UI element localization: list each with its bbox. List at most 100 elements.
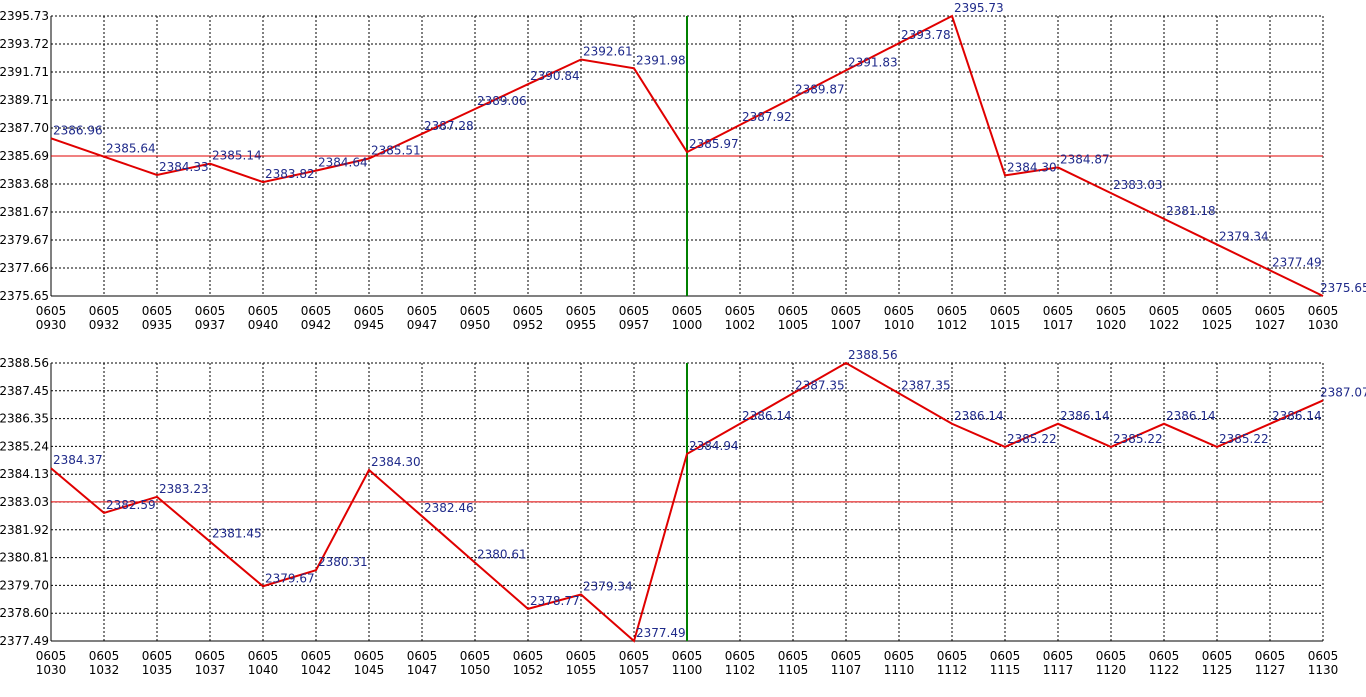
y-tick-label: 2379.67 <box>0 233 49 247</box>
x-tick-label-date: 0605 <box>89 649 120 663</box>
x-tick-label-date: 0605 <box>831 304 862 318</box>
x-tick-label-date: 0605 <box>831 649 862 663</box>
x-tick-label-date: 0605 <box>566 304 597 318</box>
x-tick-label-time: 0940 <box>248 318 279 332</box>
data-point-label: 2395.73 <box>954 1 1004 15</box>
data-point-label: 2380.61 <box>477 548 527 562</box>
x-tick-label-time: 1012 <box>937 318 968 332</box>
x-tick-label-date: 0605 <box>248 304 279 318</box>
x-tick-label-date: 0605 <box>407 304 438 318</box>
x-tick-label-date: 0605 <box>36 649 67 663</box>
x-tick-label-time: 1015 <box>990 318 1021 332</box>
y-tick-label: 2391.71 <box>0 65 49 79</box>
data-point-label: 2391.98 <box>636 53 686 67</box>
data-point-label: 2379.67 <box>265 571 315 585</box>
chart-panel-1: 2395.73 2393.72 2391.71 2389.71 2387.70 2385.… <box>0 1 1366 332</box>
data-point-label: 2378.77 <box>530 594 580 608</box>
x-tick-label-time: 1025 <box>1202 318 1233 332</box>
x-tick-label-date: 0605 <box>725 649 756 663</box>
data-point-label: 2388.56 <box>848 348 898 362</box>
data-point-label: 2382.59 <box>106 498 156 512</box>
x-tick-label-time: 1105 <box>778 663 809 677</box>
y-tick-label: 2387.45 <box>0 384 49 398</box>
data-point-label: 2379.34 <box>1219 230 1269 244</box>
data-point-label: 2391.83 <box>848 55 898 69</box>
x-tick-label-time: 1102 <box>725 663 756 677</box>
x-tick-label-date: 0605 <box>778 304 809 318</box>
x-tick-label-date: 0605 <box>460 304 491 318</box>
x-tick-label-time: 1100 <box>672 663 703 677</box>
data-point-label: 2387.35 <box>901 378 951 392</box>
x-tick-label-time: 0937 <box>195 318 226 332</box>
x-tick-label-time: 1005 <box>778 318 809 332</box>
y-tick-label: 2389.71 <box>0 93 49 107</box>
x-tick-label-date: 0605 <box>142 649 173 663</box>
x-tick-label-date: 0605 <box>1202 649 1233 663</box>
data-point-label: 2386.14 <box>742 409 792 423</box>
data-point-label: 2387.07 <box>1320 385 1366 399</box>
data-point-label: 2384.30 <box>371 455 421 469</box>
data-point-label: 2386.14 <box>954 409 1004 423</box>
x-tick-label-date: 0605 <box>990 649 1021 663</box>
x-tick-label-date: 0605 <box>1096 304 1127 318</box>
data-point-label: 2389.87 <box>795 83 845 97</box>
x-tick-label-date: 0605 <box>248 649 279 663</box>
x-tick-label-time: 0930 <box>36 318 67 332</box>
x-tick-label-date: 0605 <box>407 649 438 663</box>
y-tick-label: 2381.92 <box>0 523 49 537</box>
data-point-label: 2382.46 <box>424 501 474 515</box>
y-tick-label: 2379.70 <box>0 578 49 592</box>
x-tick-label-time: 0955 <box>566 318 597 332</box>
data-point-label: 2384.30 <box>1007 160 1057 174</box>
data-point-label: 2387.35 <box>795 378 845 392</box>
x-tick-label-time: 1040 <box>248 663 279 677</box>
data-point-label: 2390.84 <box>530 69 580 83</box>
x-tick-label-date: 0605 <box>301 649 332 663</box>
y-tick-label: 2377.66 <box>0 261 49 275</box>
x-tick-label-time: 0932 <box>89 318 120 332</box>
x-tick-label-time: 1110 <box>884 663 915 677</box>
y-tick-label: 2383.03 <box>0 495 49 509</box>
x-tick-label-date: 0605 <box>1255 304 1286 318</box>
x-tick-label-time: 1130 <box>1308 663 1339 677</box>
x-tick-label-time: 1010 <box>884 318 915 332</box>
x-tick-label-time: 1055 <box>566 663 597 677</box>
x-tick-label-time: 1007 <box>831 318 862 332</box>
x-tick-label-date: 0605 <box>778 649 809 663</box>
x-tick-label-date: 0605 <box>142 304 173 318</box>
x-tick-label-time: 0945 <box>354 318 385 332</box>
x-tick-label-date: 0605 <box>1255 649 1286 663</box>
x-tick-label-time: 1057 <box>619 663 650 677</box>
x-tick-label-time: 0935 <box>142 318 173 332</box>
x-tick-label-time: 1047 <box>407 663 438 677</box>
x-tick-label-date: 0605 <box>354 649 385 663</box>
y-tick-label: 2381.67 <box>0 205 49 219</box>
x-tick-label-time: 1037 <box>195 663 226 677</box>
data-point-label: 2385.97 <box>689 137 739 151</box>
data-point-label: 2375.65 <box>1320 281 1366 295</box>
x-tick-label-time: 1002 <box>725 318 756 332</box>
x-tick-label-date: 0605 <box>195 649 226 663</box>
data-point-label: 2385.22 <box>1113 432 1163 446</box>
y-tick-label: 2383.68 <box>0 177 49 191</box>
data-point-label: 2385.14 <box>212 149 262 163</box>
x-tick-label-date: 0605 <box>1308 304 1339 318</box>
x-tick-label-time: 1122 <box>1149 663 1180 677</box>
x-tick-label-date: 0605 <box>1043 304 1074 318</box>
x-tick-label-time: 0942 <box>301 318 332 332</box>
series-line <box>50 361 1324 643</box>
y-tick-label: 2387.70 <box>0 121 49 135</box>
x-tick-label-time: 1120 <box>1096 663 1127 677</box>
x-tick-label-time: 1127 <box>1255 663 1286 677</box>
x-tick-label-time: 1115 <box>990 663 1021 677</box>
y-tick-label: 2375.65 <box>0 289 49 303</box>
x-tick-label-time: 0950 <box>460 318 491 332</box>
x-tick-label-date: 0605 <box>1308 649 1339 663</box>
x-tick-label-time: 1027 <box>1255 318 1286 332</box>
x-tick-label-time: 1112 <box>937 663 968 677</box>
data-point-label: 2384.37 <box>53 453 103 467</box>
x-tick-label-time: 1017 <box>1043 318 1074 332</box>
x-tick-label-time: 1022 <box>1149 318 1180 332</box>
x-tick-label-date: 0605 <box>937 649 968 663</box>
